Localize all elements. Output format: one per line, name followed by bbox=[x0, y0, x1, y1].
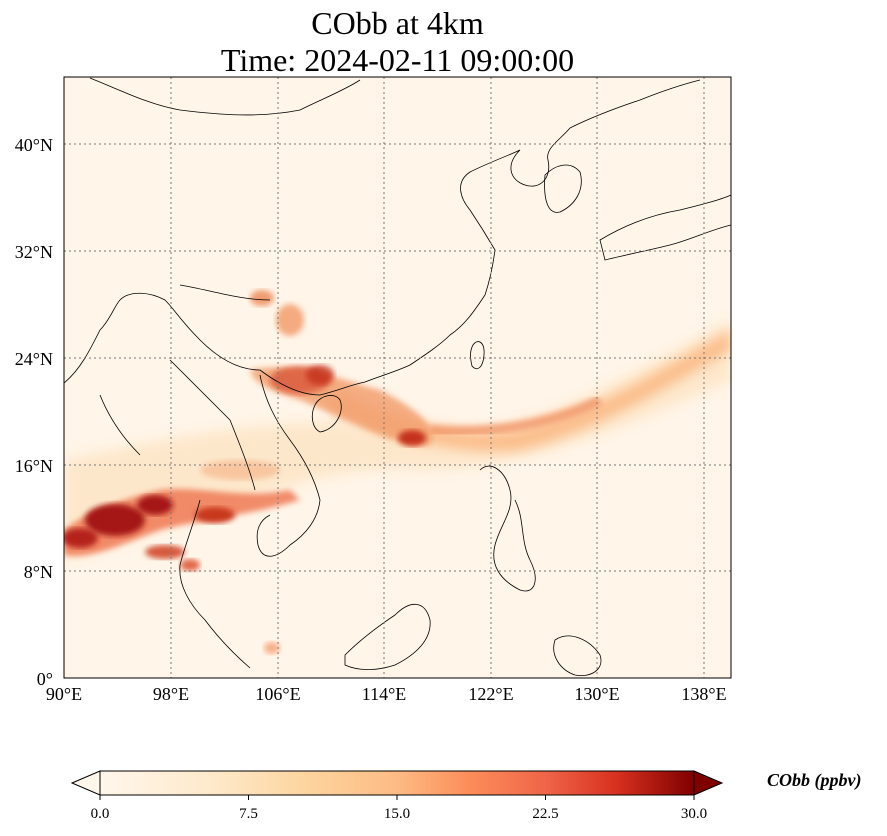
map-title: CObb at 4km bbox=[311, 5, 484, 41]
colorbar bbox=[70, 770, 724, 800]
colorbar-extend-max bbox=[693, 770, 724, 796]
lat-label: 40°N bbox=[15, 135, 53, 155]
lon-label: 98°E bbox=[153, 684, 189, 704]
gridlines bbox=[64, 77, 731, 678]
lon-label: 90°E bbox=[46, 684, 82, 704]
map-background bbox=[64, 77, 731, 678]
lon-labels: 90°E 98°E 106°E 114°E 122°E 130°E 138°E bbox=[46, 684, 727, 704]
lon-label: 122°E bbox=[468, 684, 513, 704]
colorbar-tick: 30.0 bbox=[680, 806, 708, 822]
lat-labels: 40°N 32°N 24°N 16°N 8°N 0° bbox=[15, 135, 53, 689]
lat-label: 24°N bbox=[15, 349, 53, 369]
lat-label: 0° bbox=[37, 669, 53, 689]
colorbar-tick: 0.0 bbox=[90, 806, 110, 822]
colorbar-tick: 22.5 bbox=[532, 806, 559, 822]
coastlines bbox=[64, 77, 731, 677]
colorbar-label: CObb (ppbv) bbox=[767, 770, 862, 790]
map-frame bbox=[63, 76, 732, 679]
lon-label: 138°E bbox=[681, 684, 726, 704]
lon-label: 106°E bbox=[255, 684, 300, 704]
lat-label: 32°N bbox=[15, 242, 53, 262]
colorbar-tick: 15.0 bbox=[383, 806, 411, 822]
lat-label: 16°N bbox=[15, 456, 53, 476]
lat-label: 8°N bbox=[24, 562, 53, 582]
colorbar-gradient bbox=[99, 770, 695, 796]
colorbar-tick: 7.5 bbox=[239, 806, 258, 822]
colorbar-extend-min bbox=[70, 770, 101, 796]
lon-label: 114°E bbox=[362, 684, 407, 704]
map-subtitle-time: Time: 2024-02-11 09:00:00 bbox=[220, 42, 575, 78]
lon-label: 130°E bbox=[574, 684, 619, 704]
